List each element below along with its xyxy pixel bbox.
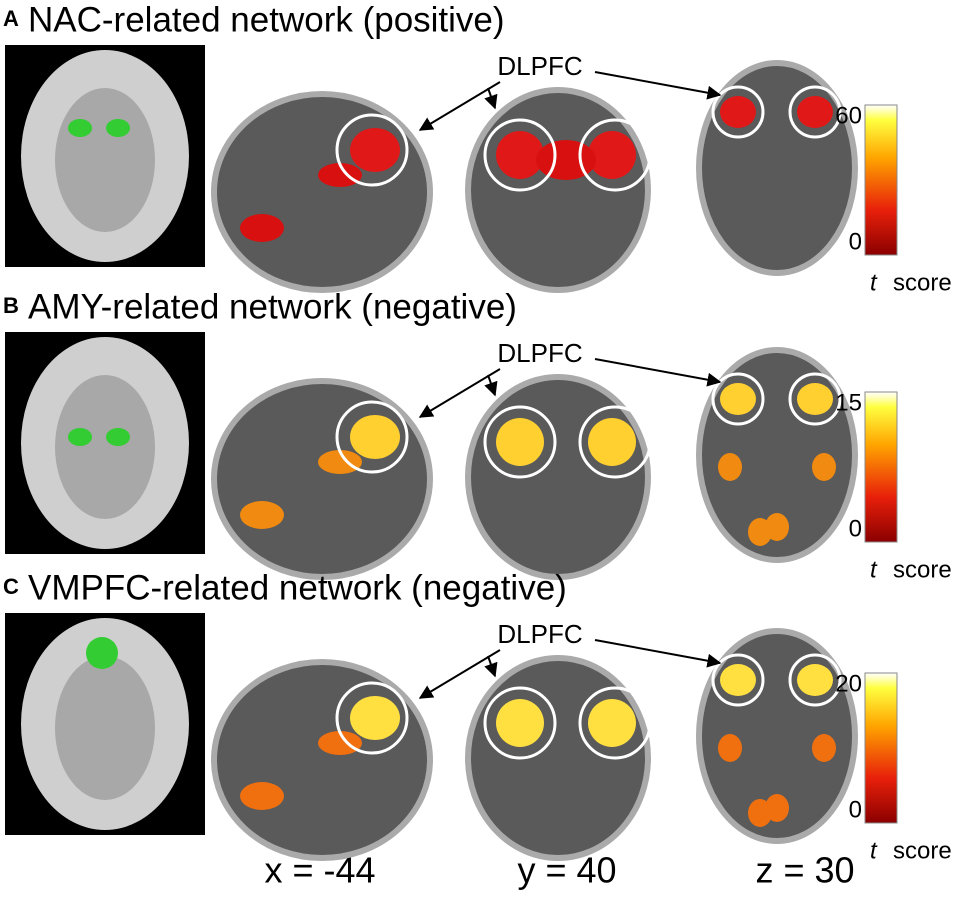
panel-label: C [3, 574, 19, 599]
activation [718, 734, 742, 762]
arrow [418, 649, 501, 699]
colorbar-unit: score [893, 269, 952, 296]
activation [812, 453, 836, 481]
colorbar-variable: t [870, 837, 878, 864]
seed [86, 637, 118, 669]
activation [318, 731, 362, 755]
activation [748, 799, 772, 827]
colorbar-max: 20 [835, 670, 862, 697]
roi-circle [788, 653, 842, 707]
seed [106, 428, 130, 446]
roi-circle [483, 405, 557, 479]
roi-circle [483, 118, 557, 192]
roi-circle [578, 686, 652, 760]
coordinate-label: z = 30 [755, 850, 854, 891]
colorbar-min: 0 [849, 796, 862, 823]
roi-circle [788, 372, 842, 426]
arrow [484, 374, 498, 397]
seed [68, 428, 92, 446]
colorbar-variable: t [870, 269, 878, 296]
activation [720, 96, 756, 128]
roi-circle [335, 113, 409, 187]
panel-label: A [3, 6, 19, 31]
brain-inner [55, 88, 155, 232]
activation [496, 699, 544, 747]
activation [720, 383, 756, 415]
sagittal-slice [211, 378, 433, 580]
activation [720, 664, 756, 696]
activation [588, 418, 636, 466]
panel-title: NAC-related network (positive) [28, 0, 505, 39]
brain-inner [55, 375, 155, 519]
activation [797, 96, 833, 128]
colorbar-min: 0 [849, 228, 862, 255]
panel-title: AMY-related network (negative) [28, 287, 517, 326]
activation [748, 518, 772, 546]
arrow [594, 639, 722, 668]
panel: A NAC-related network (positive) DLPFC 60 0t… [3, 0, 952, 296]
activation [350, 696, 400, 740]
activation [350, 415, 400, 459]
sagittal-slice [211, 91, 433, 293]
brain-inner [55, 656, 155, 800]
activation [496, 418, 544, 466]
activation [718, 453, 742, 481]
activation [496, 131, 544, 179]
panel: C VMPFC-related network (negative) DLPFC 20… [3, 568, 952, 864]
arrow [594, 358, 722, 387]
colorbar-variable: t [870, 556, 878, 583]
seed [68, 119, 92, 137]
colorbar-max: 15 [835, 389, 862, 416]
panel-label: B [3, 293, 19, 318]
arrow [418, 368, 501, 418]
colorbar-unit: score [893, 837, 952, 864]
activation [812, 734, 836, 762]
panel-title: VMPFC-related network (negative) [28, 568, 567, 607]
roi-label: DLPFC [497, 338, 582, 368]
colorbar [864, 672, 898, 824]
activation [350, 128, 400, 172]
activation [240, 214, 284, 242]
activation [797, 383, 833, 415]
activation [318, 163, 362, 187]
roi-circle [711, 372, 765, 426]
roi-circle [335, 400, 409, 474]
colorbar [864, 391, 898, 543]
activation [588, 131, 636, 179]
roi-circle [711, 653, 765, 707]
activation [318, 450, 362, 474]
roi-label: DLPFC [497, 619, 582, 649]
roi-circle [335, 681, 409, 755]
panel: B AMY-related network (negative) DLPFC 15 0t… [3, 287, 952, 583]
roi-circle [578, 405, 652, 479]
roi-circle [483, 686, 557, 760]
roi-circle [578, 118, 652, 192]
roi-circle [788, 85, 842, 139]
activation [240, 782, 284, 810]
seed [106, 119, 130, 137]
colorbar-min: 0 [849, 515, 862, 542]
activation [797, 664, 833, 696]
colorbar [864, 104, 898, 256]
sagittal-slice [211, 659, 433, 861]
arrow [484, 655, 498, 678]
colorbar-unit: score [893, 556, 952, 583]
colorbar-max: 60 [835, 102, 862, 129]
arrow [484, 87, 498, 110]
arrow [594, 71, 722, 100]
roi-circle [711, 85, 765, 139]
activation [240, 501, 284, 529]
arrow [418, 81, 501, 131]
roi-label: DLPFC [497, 51, 582, 81]
activation [588, 699, 636, 747]
